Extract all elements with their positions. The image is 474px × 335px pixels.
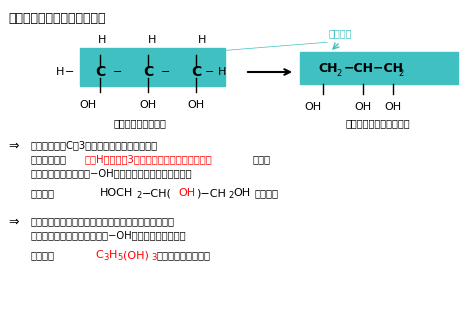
Text: OH: OH [187,100,205,110]
Text: H: H [98,35,106,45]
Text: 示性式では、: 示性式では、 [30,154,66,164]
Text: 3: 3 [151,253,156,262]
Text: OH: OH [139,100,156,110]
Text: H: H [148,35,156,45]
Text: −CH−CH: −CH−CH [344,62,404,74]
Text: OH: OH [233,188,250,198]
Text: −: − [161,67,171,77]
Text: OH: OH [384,102,401,112]
Text: 2: 2 [398,68,403,77]
Text: HOCH: HOCH [100,188,133,198]
Text: OH: OH [178,188,195,198]
Bar [80,48,225,86]
Text: −: − [205,67,215,77]
Text: また、同一の構造をまとめた書き方もよく使われる。: また、同一の構造をまとめた書き方もよく使われる。 [30,216,174,226]
Text: 真ん中の炭素Cは3箇所以上と結合している。: 真ん中の炭素Cは3箇所以上と結合している。 [30,140,157,150]
Text: −CH(: −CH( [142,188,172,198]
Text: H: H [109,250,118,260]
Text: ⇒: ⇒ [8,140,18,153]
Text: C: C [191,65,201,79]
Text: グリセリンではヒドロキシ基−OHをかっこでまとめて: グリセリンではヒドロキシ基−OHをかっこでまとめて [30,230,186,240]
Text: と書く事もできる。: と書く事もできる。 [157,250,211,260]
Text: グリセリンの簡略構造式: グリセリンの簡略構造式 [346,118,410,128]
Text: −: − [113,67,123,77]
Text: OH: OH [304,102,321,112]
Text: 炭素骨格: 炭素骨格 [328,28,352,38]
Text: 示性式は: 示性式は [30,188,54,198]
Text: となる。: となる。 [255,188,279,198]
Text: 示性式を: 示性式を [30,250,54,260]
Text: (OH): (OH) [123,250,149,260]
Text: C: C [95,65,105,79]
Text: −: − [65,67,75,77]
Text: 2: 2 [336,68,341,77]
Text: 5: 5 [117,253,122,262]
Text: ・構造式から示性式への変換: ・構造式から示性式への変換 [8,12,106,25]
Text: OH: OH [80,100,97,110]
Text: 水素Hを除いて3箇所以上分かれる部分を区別: 水素Hを除いて3箇所以上分かれる部分を区別 [85,154,213,164]
Text: 2: 2 [136,191,141,200]
Bar [300,52,458,84]
Text: C: C [95,250,103,260]
Text: OH: OH [355,102,372,112]
Text: 3: 3 [103,253,109,262]
Text: CH: CH [318,62,337,74]
Text: H: H [56,67,64,77]
Text: グリセリンの構造式: グリセリンの構造式 [114,118,166,128]
Text: する。: する。 [253,154,271,164]
Text: H: H [198,35,206,45]
Text: 2: 2 [228,191,233,200]
Text: ⇒: ⇒ [8,216,18,229]
Text: C: C [143,65,153,79]
Text: )−CH: )−CH [196,188,226,198]
Text: 炭素骨格でない部分（−OHの部分）をかっこ書きにして: 炭素骨格でない部分（−OHの部分）をかっこ書きにして [30,168,191,178]
Text: H: H [218,67,226,77]
